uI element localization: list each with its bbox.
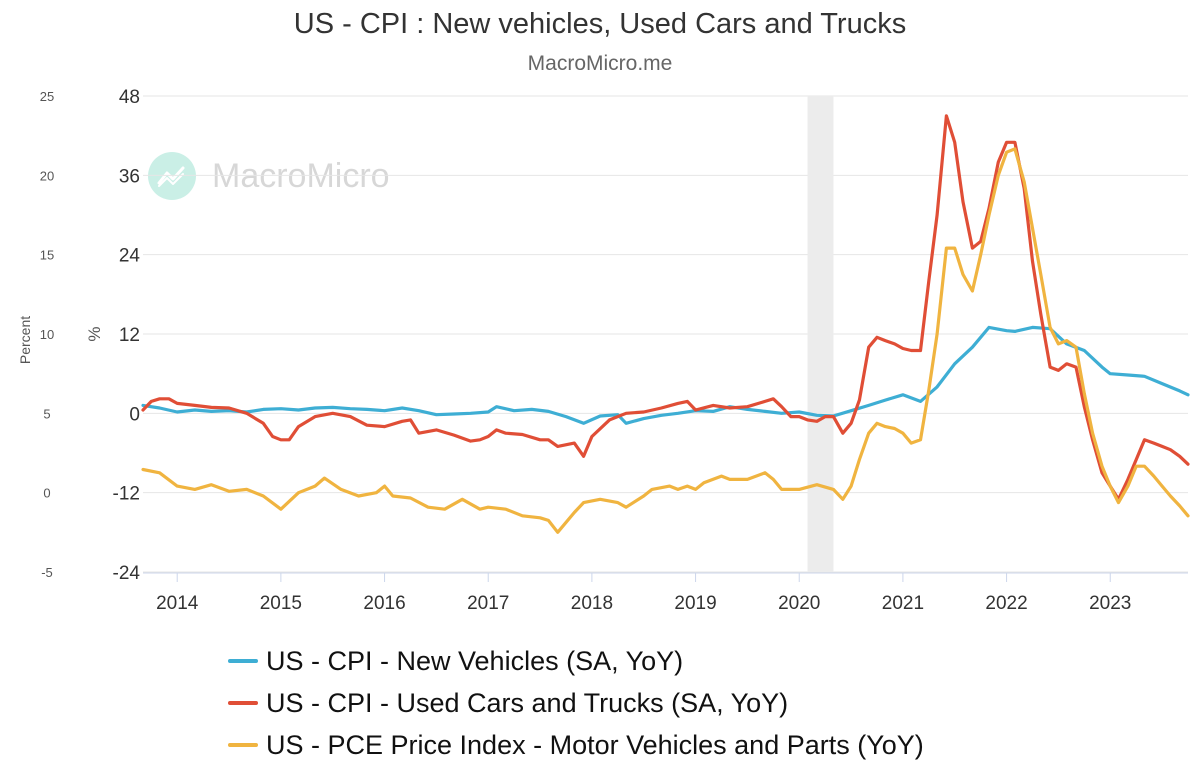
x-tick-label: 2020 xyxy=(778,593,820,614)
y-tick-label-right: -12 xyxy=(113,484,140,505)
y-tick-label-left: 15 xyxy=(40,248,54,263)
y-tick-label-left: -5 xyxy=(41,565,53,580)
chart-title: US - CPI : New vehicles, Used Cars and T… xyxy=(293,8,907,40)
x-tick-label: 2014 xyxy=(156,593,199,614)
y-tick-label-right: 12 xyxy=(119,325,140,346)
x-tick-label: 2021 xyxy=(882,593,924,614)
x-tick-label: 2023 xyxy=(1089,593,1131,614)
y-tick-label-left: 25 xyxy=(40,89,54,104)
y-tick-label-right: 48 xyxy=(119,87,140,108)
y-tick-label-left: 20 xyxy=(40,168,54,183)
y-tick-label-left: 10 xyxy=(40,327,54,342)
legend-swatch-used-cars xyxy=(228,701,258,705)
legend-label-used-cars: US - CPI - Used Cars and Trucks (SA, YoY… xyxy=(266,687,789,718)
y-tick-label-right: 0 xyxy=(129,404,140,425)
legend-swatch-new-vehicles xyxy=(228,659,258,663)
y-tick-label-right: -24 xyxy=(113,563,141,584)
x-tick-label: 2016 xyxy=(363,593,405,614)
legend-item-used-cars[interactable]: US - CPI - Used Cars and Trucks (SA, YoY… xyxy=(228,682,924,724)
recession-band xyxy=(807,96,834,572)
y-tick-label-left: 0 xyxy=(43,486,50,501)
legend-label-new-vehicles: US - CPI - New Vehicles (SA, YoY) xyxy=(266,645,684,676)
series-line-new-vehicles xyxy=(141,325,1190,425)
y-tick-label-right: 24 xyxy=(119,246,141,267)
watermark-logo-icon xyxy=(148,152,196,200)
series-line-used-cars xyxy=(141,114,1190,501)
y-tick-label-left: 5 xyxy=(43,406,50,421)
legend: US - CPI - New Vehicles (SA, YoY) US - C… xyxy=(228,640,924,766)
legend-label-pce-motor-vehicles: US - PCE Price Index - Motor Vehicles an… xyxy=(266,729,924,760)
x-tick-label: 2017 xyxy=(467,593,509,614)
x-tick-label: 2018 xyxy=(571,593,613,614)
grid-lines xyxy=(143,95,1188,573)
x-tick-label: 2022 xyxy=(985,593,1027,614)
chart-subtitle: MacroMicro.me xyxy=(527,52,673,75)
series-line-pce-motor-vehicles xyxy=(141,147,1190,534)
axes-layer: 48 25 36 20 24 15 12 10 0 5 -12 0 -24 -5 Percent % 2014 2… xyxy=(17,87,1188,614)
y-tick-label-right: 36 xyxy=(119,166,140,187)
y-axis-title-left: Percent xyxy=(17,316,33,364)
series-layer xyxy=(141,114,1190,534)
legend-swatch-pce-motor-vehicles xyxy=(228,743,258,747)
recession-band-layer xyxy=(807,96,834,572)
x-tick-label: 2015 xyxy=(260,593,302,614)
legend-item-pce-motor-vehicles[interactable]: US - PCE Price Index - Motor Vehicles an… xyxy=(228,724,924,766)
x-tick-label: 2019 xyxy=(674,593,716,614)
legend-item-new-vehicles[interactable]: US - CPI - New Vehicles (SA, YoY) xyxy=(228,640,924,682)
chart-plot: 48 25 36 20 24 15 12 10 0 5 -12 0 -24 -5 Percent % 2014 2… xyxy=(17,87,1190,614)
y-axis-title-right: % xyxy=(85,326,104,341)
